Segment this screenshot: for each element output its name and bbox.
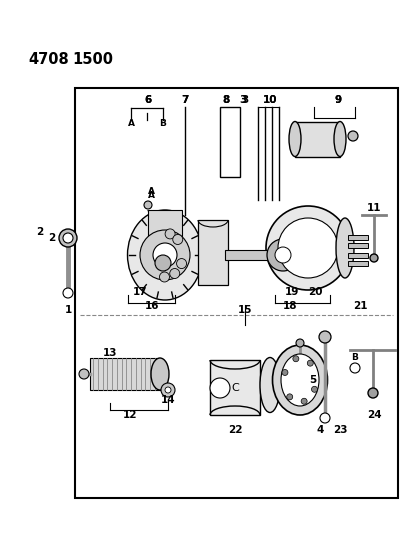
Text: 23: 23 <box>333 425 347 435</box>
Circle shape <box>320 413 330 423</box>
Bar <box>210 360 260 415</box>
Text: 6: 6 <box>144 95 152 105</box>
Text: 6: 6 <box>144 95 152 105</box>
Bar <box>348 261 368 266</box>
Ellipse shape <box>260 358 280 413</box>
Text: 24: 24 <box>367 410 381 420</box>
Text: 3: 3 <box>239 95 246 105</box>
Circle shape <box>144 201 152 209</box>
Text: 14: 14 <box>161 395 175 405</box>
Circle shape <box>63 288 73 298</box>
Circle shape <box>153 243 177 267</box>
Text: 11: 11 <box>367 203 381 213</box>
Text: 10: 10 <box>263 95 277 105</box>
Text: 10: 10 <box>263 95 277 105</box>
Bar <box>348 253 368 258</box>
Circle shape <box>296 339 304 347</box>
Circle shape <box>293 356 299 362</box>
Circle shape <box>311 386 317 392</box>
Text: A: A <box>148 188 155 197</box>
Circle shape <box>267 239 299 271</box>
Text: C: C <box>231 383 239 393</box>
Circle shape <box>155 255 171 271</box>
Circle shape <box>63 233 73 243</box>
Ellipse shape <box>273 345 328 415</box>
Circle shape <box>278 218 338 278</box>
Circle shape <box>350 363 360 373</box>
Circle shape <box>173 235 183 245</box>
Circle shape <box>319 331 331 343</box>
Circle shape <box>266 206 350 290</box>
Circle shape <box>140 230 190 280</box>
Circle shape <box>301 398 307 404</box>
Text: 22: 22 <box>228 425 242 435</box>
Ellipse shape <box>289 122 301 157</box>
Circle shape <box>170 269 180 279</box>
Bar <box>348 243 368 248</box>
Text: 4708: 4708 <box>28 52 69 67</box>
Text: 2: 2 <box>36 227 44 237</box>
Text: 18: 18 <box>283 301 297 311</box>
Text: 17: 17 <box>133 287 147 297</box>
Circle shape <box>165 387 171 393</box>
Bar <box>148 210 182 238</box>
Text: 12: 12 <box>123 410 137 420</box>
Circle shape <box>79 369 89 379</box>
Ellipse shape <box>334 122 346 157</box>
Circle shape <box>307 360 313 366</box>
Circle shape <box>287 394 293 400</box>
Text: 4: 4 <box>316 425 324 435</box>
Ellipse shape <box>336 218 354 278</box>
Text: 19: 19 <box>285 287 299 297</box>
Circle shape <box>59 229 77 247</box>
Ellipse shape <box>281 354 319 406</box>
Ellipse shape <box>151 358 169 390</box>
Ellipse shape <box>127 210 202 300</box>
Circle shape <box>370 254 378 262</box>
Bar <box>225 250 280 260</box>
Bar <box>198 220 228 285</box>
Text: 9: 9 <box>335 95 341 105</box>
Text: 8: 8 <box>222 95 230 105</box>
Text: A: A <box>148 191 155 200</box>
Bar <box>295 122 340 157</box>
Text: 1: 1 <box>64 305 72 315</box>
Text: 8: 8 <box>222 95 230 105</box>
Text: 16: 16 <box>145 301 159 311</box>
Text: 7: 7 <box>181 95 188 105</box>
Bar <box>348 235 368 240</box>
Circle shape <box>368 388 378 398</box>
Text: 2: 2 <box>49 233 55 243</box>
Circle shape <box>348 131 358 141</box>
Text: 15: 15 <box>238 305 252 315</box>
Circle shape <box>177 259 186 269</box>
Text: 20: 20 <box>308 287 322 297</box>
Text: 1500: 1500 <box>72 52 113 67</box>
Circle shape <box>161 383 175 397</box>
Text: B: B <box>352 353 359 362</box>
Text: B: B <box>160 119 166 128</box>
Circle shape <box>210 378 230 398</box>
Text: 3: 3 <box>242 95 248 105</box>
Text: 7: 7 <box>181 95 188 105</box>
Circle shape <box>275 247 291 263</box>
Bar <box>220 107 240 177</box>
Bar <box>75 88 398 498</box>
Circle shape <box>282 369 288 375</box>
Circle shape <box>165 229 175 239</box>
Bar <box>90 358 160 390</box>
Text: 5: 5 <box>309 375 316 385</box>
Text: 21: 21 <box>353 301 367 311</box>
Text: A: A <box>127 119 135 128</box>
Text: 13: 13 <box>103 348 117 358</box>
Text: 9: 9 <box>335 95 341 105</box>
Circle shape <box>160 272 169 282</box>
